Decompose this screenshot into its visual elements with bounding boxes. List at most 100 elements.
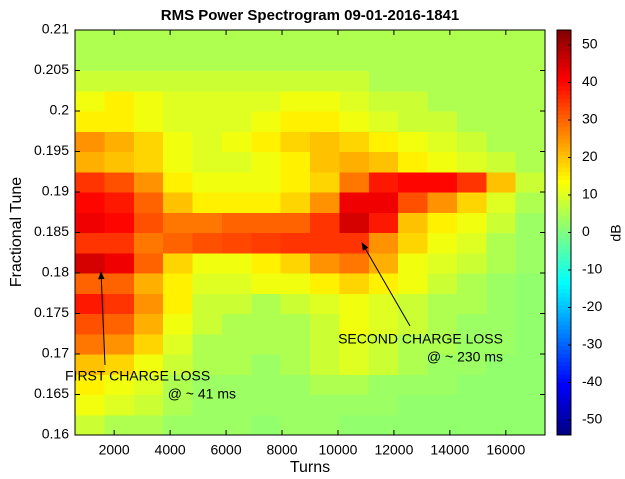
heatmap-cell (427, 70, 458, 92)
heatmap-cell (427, 192, 458, 213)
heatmap-cell (251, 354, 282, 375)
colorbar-swatch (557, 42, 571, 47)
colorbar-swatch (557, 289, 571, 294)
heatmap-cell (456, 151, 487, 173)
heatmap-cell (133, 192, 164, 213)
colorbar-swatch (557, 228, 571, 234)
heatmap-cell (310, 252, 340, 274)
y-tick-label: 0.175 (34, 304, 69, 320)
heatmap-cell (280, 50, 311, 71)
heatmap-cell (398, 131, 428, 152)
heatmap-cell (104, 313, 135, 335)
heatmap-cell (427, 394, 458, 416)
colorbar-swatch (557, 220, 571, 225)
heatmap-cell (515, 90, 546, 112)
heatmap-cell (310, 151, 340, 173)
heatmap-cell (251, 171, 282, 193)
heatmap-cell (368, 50, 399, 71)
colorbar-tick-label: 0 (582, 223, 590, 239)
heatmap-cell (515, 111, 546, 132)
heatmap-cell (75, 374, 105, 395)
heatmap-cell (310, 374, 340, 395)
heatmap-cell (486, 293, 517, 314)
heatmap-cell (339, 313, 370, 335)
colorbar-swatch (557, 127, 571, 132)
heatmap-cell (456, 313, 487, 335)
heatmap-cell (280, 313, 311, 335)
colorbar-tick-label: 40 (582, 73, 598, 89)
heatmap-cell (192, 111, 223, 132)
colorbar-swatch (557, 240, 571, 246)
heatmap-cell (339, 232, 370, 254)
colorbar-label: dB (608, 224, 624, 241)
heatmap-cell (192, 354, 223, 375)
heatmap-cell (251, 252, 282, 274)
heatmap-cell (163, 252, 193, 274)
colorbar-swatch (557, 321, 571, 327)
heatmap-cell (310, 354, 340, 375)
heatmap-cell (104, 50, 135, 71)
heatmap-cell (104, 333, 135, 355)
heatmap-cell (280, 273, 311, 294)
heatmap-cell (192, 273, 223, 294)
heatmap-cell (251, 394, 282, 416)
colorbar-swatch (557, 349, 571, 355)
heatmap-cell (251, 90, 282, 112)
heatmap-cell (163, 111, 193, 132)
colorbar-tick-label: -40 (582, 373, 602, 389)
heatmap-cell (75, 414, 105, 436)
heatmap-cell (75, 313, 105, 335)
colorbar-swatch (557, 224, 571, 230)
colorbar-tick-label: 10 (582, 186, 598, 202)
heatmap-cell (456, 90, 487, 112)
heatmap-cell (486, 70, 517, 92)
heatmap-cell (251, 374, 282, 395)
heatmap-cell (163, 333, 193, 355)
heatmap-cell (339, 70, 370, 92)
heatmap-cell (163, 90, 193, 112)
heatmap-cell (104, 374, 135, 395)
colorbar-swatch (557, 406, 571, 412)
colorbar-swatch (557, 260, 571, 266)
heatmap-cell (339, 333, 370, 355)
colorbar-swatch (557, 430, 571, 436)
colorbar-swatch (557, 256, 571, 262)
heatmap-cell (398, 212, 428, 233)
heatmap-cell (398, 333, 428, 355)
colorbar-swatch (557, 386, 571, 392)
heatmap-cell (280, 151, 311, 173)
heatmap-cell (251, 273, 282, 294)
heatmap-cell (339, 131, 370, 152)
heatmap-cell (75, 90, 105, 112)
heatmap-cell (133, 232, 164, 254)
heatmap-cell (515, 394, 546, 416)
heatmap-cell (515, 70, 546, 92)
heatmap-cell (163, 171, 193, 193)
heatmap-cell (310, 394, 340, 416)
heatmap-cell (133, 273, 164, 294)
colorbar-swatch (557, 252, 571, 258)
colorbar-swatch (557, 151, 571, 157)
heatmap-cell (192, 171, 223, 193)
heatmap-cell (251, 232, 282, 254)
heatmap-cell (192, 394, 223, 416)
heatmap-cell (339, 30, 370, 51)
heatmap-cell (339, 151, 370, 173)
colorbar-swatch (557, 38, 571, 43)
heatmap-cell (163, 374, 193, 395)
heatmap-cell (515, 374, 546, 395)
colorbar-swatch (557, 163, 571, 169)
heatmap-cell (133, 50, 164, 71)
heatmap-cell (515, 354, 546, 375)
heatmap-cell (133, 131, 164, 152)
heatmap-cell (515, 273, 546, 294)
heatmap-cell (75, 151, 105, 173)
heatmap-cell (310, 30, 340, 51)
colorbar: -50 -40 -30 -20 -10 0 10 20 30 40 50 (556, 29, 602, 436)
heatmap-cell (133, 171, 164, 193)
axes: 2000 4000 6000 8000 10000 12000 14000 16000 0.16… (34, 21, 546, 458)
colorbar-swatch (557, 82, 571, 88)
colorbar-swatch (557, 362, 571, 367)
heatmap-cell (104, 394, 135, 416)
